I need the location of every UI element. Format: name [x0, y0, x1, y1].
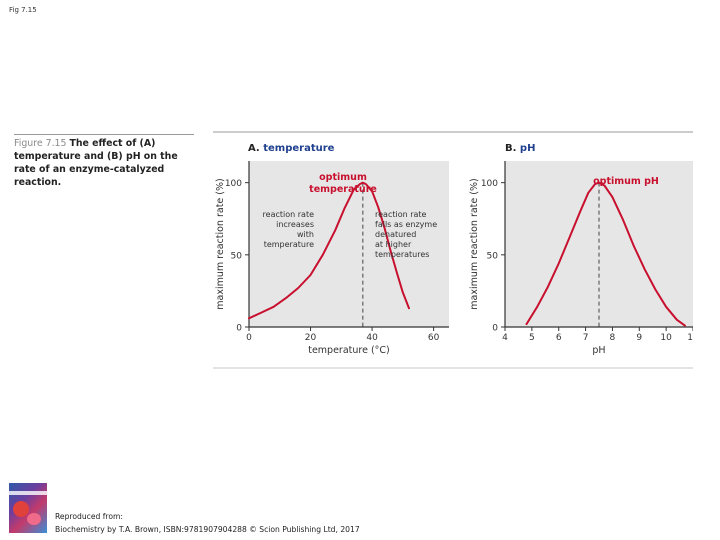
annotation-right-line: denatured [375, 230, 416, 239]
credit-line-2: Biochemistry by T.A. Brown, ISBN:9781907… [55, 525, 360, 534]
rate-curve-2 [525, 181, 686, 327]
x-tick-label: 5 [529, 333, 535, 343]
annotation-right-line: at higher [375, 240, 412, 249]
x-axis-title-2: pH [592, 345, 605, 356]
cover-molecule-shape [13, 501, 29, 517]
optimum-label-line-1: optimum [319, 172, 367, 183]
panel-title-1: A. temperature [248, 143, 335, 154]
book-cover-thumbnail [9, 483, 47, 533]
annotation-left-line: increases [276, 220, 314, 229]
x-axis-title-1: temperature (°C) [308, 345, 390, 356]
x-tick-label: 9 [636, 333, 642, 343]
x-tick-label: 6 [556, 333, 562, 343]
x-tick-label: 8 [610, 333, 616, 343]
figure-caption: Figure 7.15 The effect of (A) temperatur… [14, 137, 200, 189]
figure-title: The effect of (A) temperature and (B) pH… [14, 138, 178, 188]
x-tick-label: 60 [428, 333, 440, 343]
annotation-left-line: reaction rate [263, 210, 315, 219]
annotation-right-line: reaction rate [375, 210, 427, 219]
y-tick-label: 50 [231, 251, 243, 261]
cover-title-band [9, 491, 47, 495]
x-tick-label: 40 [366, 333, 378, 343]
credit-line-1: Reproduced from: [55, 512, 123, 521]
caption-divider [14, 134, 194, 135]
y-axis-title-2: maximum reaction rate (%) [469, 178, 480, 309]
x-tick-label: 4 [502, 333, 508, 343]
rate-curve-1 [248, 181, 410, 320]
slide-label: Fig 7.15 [9, 6, 37, 14]
cover-molecule-shape [27, 513, 41, 525]
x-tick-label: 20 [305, 333, 317, 343]
annotation-left-line: temperature [264, 240, 314, 249]
source-credit: Reproduced from: Biochemistry by T.A. Br… [55, 510, 360, 536]
annotation-right-line: temperatures [375, 250, 429, 259]
x-tick-label: 10 [660, 333, 672, 343]
annotation-left-line: with [297, 230, 314, 239]
y-tick-label: 50 [487, 251, 499, 261]
y-tick-label: 0 [492, 324, 498, 334]
y-axis-title-1: maximum reaction rate (%) [215, 178, 226, 309]
optimum-label: optimum pH [593, 176, 659, 187]
plot-area-1 [249, 161, 449, 327]
x-tick-label: 7 [583, 333, 589, 343]
y-tick-label: 0 [236, 324, 242, 334]
annotation-right-line: falls as enzyme [375, 220, 437, 229]
x-tick-label: 0 [246, 333, 252, 343]
y-tick-label: 100 [225, 179, 242, 189]
figure-panels: A. temperature 0 50 100 0 20 40 60 temperature (… [213, 131, 693, 369]
figure-number: Figure 7.15 [14, 138, 67, 149]
panel-title-2: B. pH [505, 143, 535, 154]
x-tick-label: 11 [687, 333, 693, 343]
y-tick-label: 100 [481, 179, 498, 189]
optimum-label-line-2: temperature [309, 184, 377, 195]
